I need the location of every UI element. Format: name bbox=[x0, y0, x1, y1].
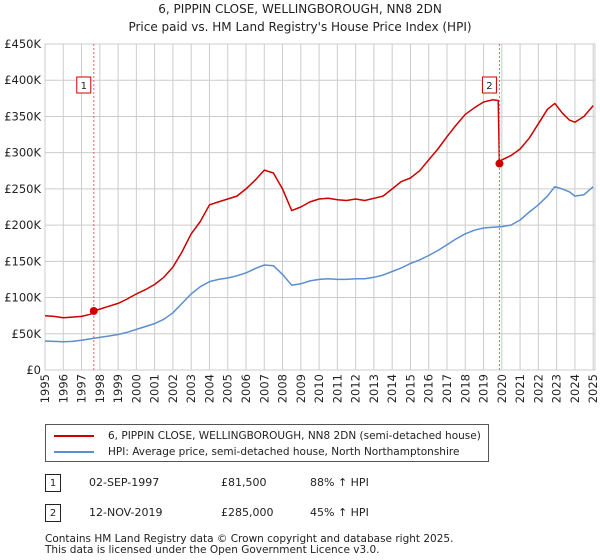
y-tick-label: £400K bbox=[4, 73, 41, 87]
y-tick-label: £350K bbox=[4, 109, 41, 123]
legend-swatch-hpi bbox=[54, 451, 94, 453]
x-tick-label: 2019 bbox=[477, 374, 491, 403]
x-tick-label: 2013 bbox=[367, 374, 381, 403]
axes: £0 £50K £100K £150K £200K £250K £300K £350K £400… bbox=[4, 37, 600, 403]
sale-row-2: 2 12-NOV-2019 £285,000 45% ↑ HPI bbox=[45, 504, 565, 524]
sale-date: 02-SEP-1997 bbox=[89, 476, 160, 489]
chart-subtitle: Price paid vs. HM Land Registry's House … bbox=[128, 20, 472, 34]
sale-label-number: 2 bbox=[486, 81, 492, 92]
x-tick-label: 2007 bbox=[257, 374, 271, 403]
x-tick-label: 2014 bbox=[385, 374, 399, 403]
y-tick-label: £450K bbox=[4, 37, 41, 51]
plot-area bbox=[44, 43, 596, 371]
x-tick-label: 2022 bbox=[531, 374, 545, 403]
sale-number-badge: 1 bbox=[45, 474, 61, 492]
x-tick-label: 2003 bbox=[184, 374, 198, 403]
price-chart: £0 £50K £100K £150K £200K £250K £300K £350K £400… bbox=[4, 37, 600, 403]
x-tick-label: 2011 bbox=[330, 374, 344, 403]
sale-price: £285,000 bbox=[221, 506, 274, 519]
legend-item-hpi: HPI: Average price, semi-detached house,… bbox=[54, 444, 459, 460]
sale-label-box bbox=[76, 76, 92, 94]
x-tick-label: 2021 bbox=[513, 374, 527, 403]
sale-point bbox=[89, 306, 98, 315]
series-line-hpi bbox=[44, 185, 594, 343]
y-tick-label: £50K bbox=[12, 327, 42, 341]
x-tick-label: 1995 bbox=[38, 374, 52, 403]
sale-date: 12-NOV-2019 bbox=[89, 506, 163, 519]
x-tick-label: 1996 bbox=[56, 374, 70, 403]
y-tick-label: £250K bbox=[4, 182, 41, 196]
x-tick-label: 2004 bbox=[202, 374, 216, 403]
x-tick-label: 2009 bbox=[294, 374, 308, 403]
x-tick-label: 2008 bbox=[276, 374, 290, 403]
x-tick-label: 2006 bbox=[239, 374, 253, 403]
x-tick-label: 2000 bbox=[129, 374, 143, 403]
legend-label-property: 6, PIPPIN CLOSE, WELLINGBOROUGH, NN8 2DN… bbox=[108, 430, 481, 442]
sale-number-badge: 2 bbox=[45, 504, 61, 522]
legend-item-property: 6, PIPPIN CLOSE, WELLINGBOROUGH, NN8 2DN… bbox=[54, 428, 481, 444]
y-tick-label: £0 bbox=[26, 363, 41, 377]
sale-hpi-change: 45% ↑ HPI bbox=[310, 506, 369, 519]
x-tick-label: 2012 bbox=[349, 374, 363, 403]
x-tick-label: 2018 bbox=[458, 374, 472, 403]
x-tick-label: 1999 bbox=[111, 374, 125, 403]
x-tick-label: 1997 bbox=[75, 374, 89, 403]
legend-swatch-property bbox=[54, 435, 94, 437]
x-tick-label: 2001 bbox=[148, 374, 162, 403]
x-tick-label: 2010 bbox=[312, 374, 326, 403]
legend-label-hpi: HPI: Average price, semi-detached house,… bbox=[108, 446, 460, 458]
x-tick-label: 1998 bbox=[93, 374, 107, 403]
y-tick-label: £200K bbox=[4, 218, 41, 232]
y-tick-label: £100K bbox=[4, 291, 41, 305]
series-line-property bbox=[44, 99, 594, 319]
x-tick-label: 2023 bbox=[550, 374, 564, 403]
x-tick-label: 2005 bbox=[221, 374, 235, 403]
sale-label-box bbox=[481, 76, 497, 94]
footer-licence: This data is licensed under the Open Gov… bbox=[45, 544, 380, 556]
x-tick-label: 2024 bbox=[568, 374, 582, 403]
chart-title: 6, PIPPIN CLOSE, WELLINGBOROUGH, NN8 2DN bbox=[158, 2, 442, 16]
y-tick-label: £150K bbox=[4, 254, 41, 268]
x-tick-label: 2017 bbox=[440, 374, 454, 403]
sale-label-number: 1 bbox=[81, 81, 87, 92]
x-tick-label: 2016 bbox=[422, 374, 436, 403]
sale-point bbox=[495, 159, 504, 168]
x-tick-label: 2015 bbox=[403, 374, 417, 403]
x-tick-label: 2020 bbox=[495, 374, 509, 403]
sale-hpi-change: 88% ↑ HPI bbox=[310, 476, 369, 489]
x-tick-label: 2025 bbox=[586, 374, 600, 403]
sale-row-1: 1 02-SEP-1997 £81,500 88% ↑ HPI bbox=[45, 474, 565, 494]
footer-copyright: Contains HM Land Registry data © Crown c… bbox=[45, 533, 454, 545]
y-tick-label: £300K bbox=[4, 146, 41, 160]
sale-price: £81,500 bbox=[221, 476, 267, 489]
x-tick-label: 2002 bbox=[166, 374, 180, 403]
series bbox=[44, 99, 594, 343]
legend: 6, PIPPIN CLOSE, WELLINGBOROUGH, NN8 2DN… bbox=[45, 424, 489, 462]
grid bbox=[44, 43, 596, 371]
